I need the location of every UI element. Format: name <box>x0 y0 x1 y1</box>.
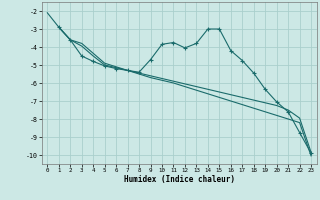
X-axis label: Humidex (Indice chaleur): Humidex (Indice chaleur) <box>124 175 235 184</box>
